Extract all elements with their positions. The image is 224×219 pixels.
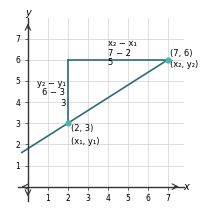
Text: 5: 5	[108, 58, 113, 67]
Text: $y$: $y$	[25, 8, 33, 20]
Text: 3: 3	[60, 99, 65, 108]
Text: (x₂, y₂): (x₂, y₂)	[170, 60, 198, 69]
Text: y₂ − y₁: y₂ − y₁	[37, 79, 65, 88]
Text: 7 − 2: 7 − 2	[108, 49, 131, 58]
Text: x₂ − x₁: x₂ − x₁	[108, 39, 137, 48]
Text: (2, 3): (2, 3)	[71, 124, 93, 133]
Text: 6 − 3: 6 − 3	[43, 88, 65, 97]
Text: (7, 6): (7, 6)	[170, 49, 193, 58]
Text: (x₁, y₁): (x₁, y₁)	[71, 137, 99, 146]
Text: $x$: $x$	[183, 182, 191, 192]
